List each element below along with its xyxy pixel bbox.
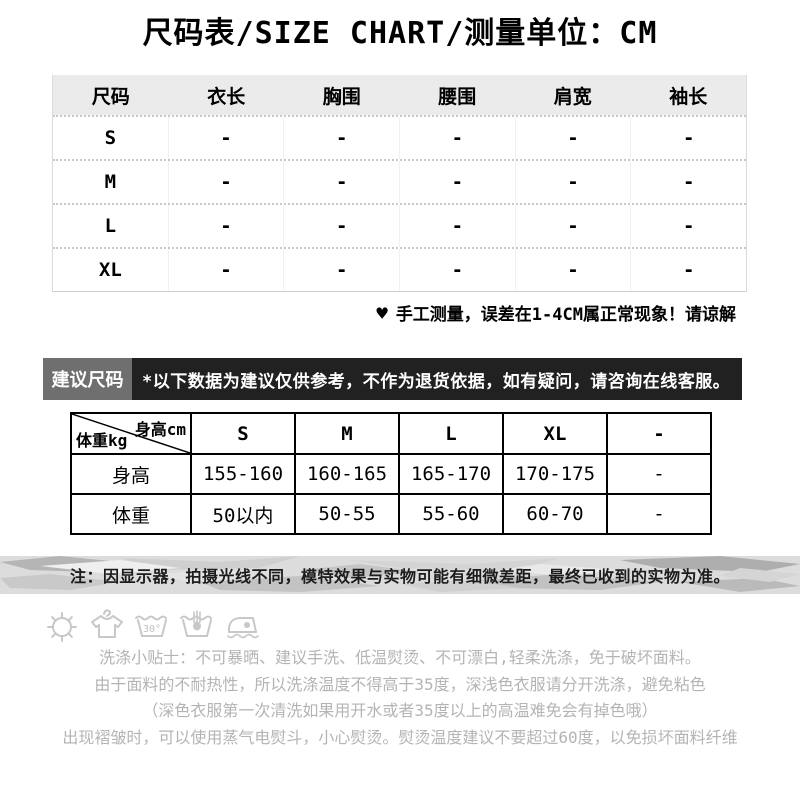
size-value: - [399,205,515,247]
size-table-header-row: 尺码 衣长 胸围 腰围 肩宽 袖长 [53,75,746,115]
size-value: - [167,249,284,291]
wash-tip-line: 出现褶皱时，可以使用蒸气电熨斗，小心熨烫。熨烫温度建议不要超过60度，以免损坏面… [62,727,738,747]
table-row: M - - - - - [53,159,746,203]
size-value: - [283,161,399,203]
camo-pattern [0,556,800,594]
suggestion-banner-label: 建议尺码 [43,358,132,400]
sun-icon [47,612,77,642]
height-value: 165-170 [398,453,504,495]
weight-value: 50-55 [294,493,400,535]
size-label: M [104,171,117,193]
size-table-header: 胸围 [322,85,361,108]
wash-tip-line: （深色衣服第一次清洗如果用开水或者35度以上的高温难免会有掉色哦） [142,701,658,720]
wash-tip-line: 由于面料的不耐热性，所以洗涤温度不得高于35度，深浅色衣服请分开洗涤，避免粘色 [94,674,706,694]
size-label: XL [98,259,122,281]
wash-temp-label: 30° [143,624,161,635]
size-value: - [630,161,746,203]
size-value: - [630,117,746,159]
size-value: - [167,161,284,203]
size-value: - [399,161,515,203]
height-value: - [606,453,712,495]
suggestion-size-table: 身高cm 体重kg S M L XL - 身高 155-160 160-165 … [70,412,712,535]
diagonal-line [72,414,190,453]
diagonal-bottom-label: 体重kg [76,431,128,450]
table-row: L - - - - - [53,203,746,247]
weight-value: - [606,493,712,535]
weight-value: 55-60 [398,493,504,535]
weight-value: 60-70 [502,493,608,535]
size-table-header: 腰围 [438,85,477,108]
measure-note: ♥ 手工测量，误差在1-4CM属正常现象！请谅解 [376,300,736,325]
size-value: - [514,249,631,291]
row-label: 体重 [70,493,192,535]
size-value: - [630,249,746,291]
diagonal-top-label: 身高cm [134,420,186,439]
size-table-header: 肩宽 [553,85,592,108]
wash-30-icon: 30° [135,615,167,637]
size-table-header: 衣长 [207,85,246,108]
size-value: - [630,205,746,247]
size-value: - [283,249,399,291]
size-value: - [399,117,515,159]
iron-icon [227,617,259,639]
measure-note-text: 手工测量，误差在1-4CM属正常现象！请谅解 [395,305,736,325]
size-table-header: 尺码 [91,85,130,108]
table-row: 体重 50以内 50-55 55-60 60-70 - [70,493,712,535]
wash-tips: 洗涤小贴士：不可暴晒、建议手洗、低温熨烫、不可漂白,轻柔洗涤，免于破坏面料。 由… [0,645,800,751]
weight-value: 50以内 [190,493,296,535]
page-title: 尺码表/SIZE CHART/测量单位：CM [142,16,658,51]
suggestion-banner: 建议尺码 *以下数据为建议仅供参考，不作为退货依据，如有疑问，请咨询在线客服。 [43,358,742,400]
tshirt-hanger-icon [91,609,123,638]
size-value: - [283,117,399,159]
size-value: - [167,205,284,247]
care-icons-row: 30° [44,605,260,645]
height-value: 160-165 [294,453,400,495]
suggestion-banner-text: *以下数据为建议仅供参考，不作为退货依据，如有疑问，请咨询在线客服。 [132,358,742,400]
suggestion-col-header: - [606,412,712,455]
height-value: 155-160 [190,453,296,495]
suggestion-col-header: L [398,412,504,455]
size-table: 尺码 衣长 胸围 腰围 肩宽 袖长 S - - - - - M - - - - … [52,75,747,292]
size-value: - [514,205,631,247]
table-row: S - - - - - [53,115,746,159]
suggestion-header-row: 身高cm 体重kg S M L XL - [70,412,712,455]
suggestion-col-header: S [190,412,296,455]
table-row: XL - - - - - [53,247,746,291]
table-row: 身高 155-160 160-165 165-170 170-175 - [70,453,712,495]
camo-note-text: 注：因显示器，拍摄光线不同，模特效果与实物可能有细微差距，最终已收到的实物为准。 [69,567,730,586]
size-value: - [514,161,631,203]
height-value: 170-175 [502,453,608,495]
size-value: - [283,205,399,247]
size-label: L [104,215,117,237]
row-label: 身高 [70,453,192,495]
camo-note-band: 注：因显示器，拍摄光线不同，模特效果与实物可能有细微差距，最终已收到的实物为准。 [0,556,800,594]
heart-icon: ♥ [376,303,388,325]
suggestion-col-header: M [294,412,400,455]
size-label: S [104,127,117,149]
diagonal-header-cell: 身高cm 体重kg [70,412,192,455]
suggestion-col-header: XL [502,412,608,455]
hand-wash-icon [180,610,212,637]
size-value: - [399,249,515,291]
size-value: - [514,117,631,159]
size-table-header: 袖长 [669,85,708,108]
wash-tip-line: 洗涤小贴士：不可暴晒、建议手洗、低温熨烫、不可漂白,轻柔洗涤，免于破坏面料。 [99,648,701,667]
size-value: - [167,117,284,159]
